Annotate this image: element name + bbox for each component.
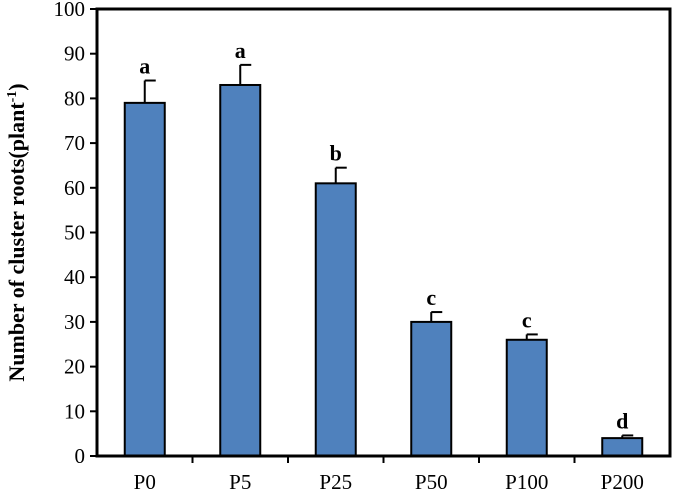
y-tick-label: 80 [64, 86, 85, 110]
plot-frame [95, 7, 672, 458]
y-tick-label: 40 [64, 265, 85, 289]
y-tick-label: 10 [64, 399, 85, 423]
significance-label-p5: a [235, 38, 246, 63]
bar-p200 [601, 437, 644, 457]
error-bars-layer [143, 63, 634, 439]
y-axis-ticks: 0 10 20 30 40 50 60 70 80 90 100 [54, 0, 97, 468]
x-tick-label-p0: P0 [134, 470, 156, 494]
y-axis-title-superscript: -1 [5, 91, 20, 103]
y-axis-title-main: Number of cluster roots(plant [4, 102, 29, 382]
significance-label-p25: b [330, 141, 342, 166]
x-tick-label-p25: P25 [319, 470, 352, 494]
x-tick-label-p50: P50 [415, 470, 448, 494]
x-tick-label-p5: P5 [229, 470, 251, 494]
y-tick-label: 60 [64, 176, 85, 200]
y-tick-label: 50 [64, 221, 85, 245]
bars-layer [123, 83, 644, 458]
significance-label-p100: c [522, 307, 532, 332]
y-tick-label: 100 [54, 0, 86, 21]
bar-p5 [219, 83, 262, 458]
y-tick-label: 0 [75, 444, 86, 468]
x-tick-label-p100: P100 [505, 470, 548, 494]
x-tick-label-p200: P200 [601, 470, 644, 494]
y-tick-label: 90 [64, 42, 85, 66]
bar-p50 [410, 320, 453, 457]
y-tick-label: 30 [64, 310, 85, 334]
significance-labels-layer: a a b c c d [139, 38, 628, 434]
bar-p25 [314, 182, 357, 458]
y-tick-label: 70 [64, 131, 85, 155]
bar-p0 [123, 101, 166, 458]
y-tick-label: 20 [64, 355, 85, 379]
x-axis-ticks: P0 P5 P25 P50 P100 P200 [134, 456, 644, 494]
y-axis-title: Number of cluster roots(plant-1) [4, 83, 29, 381]
significance-label-p50: c [426, 285, 436, 310]
y-axis-title-close: ) [4, 83, 29, 90]
bar-p100 [505, 338, 548, 457]
significance-label-p200: d [616, 408, 628, 433]
significance-label-p0: a [139, 54, 150, 79]
